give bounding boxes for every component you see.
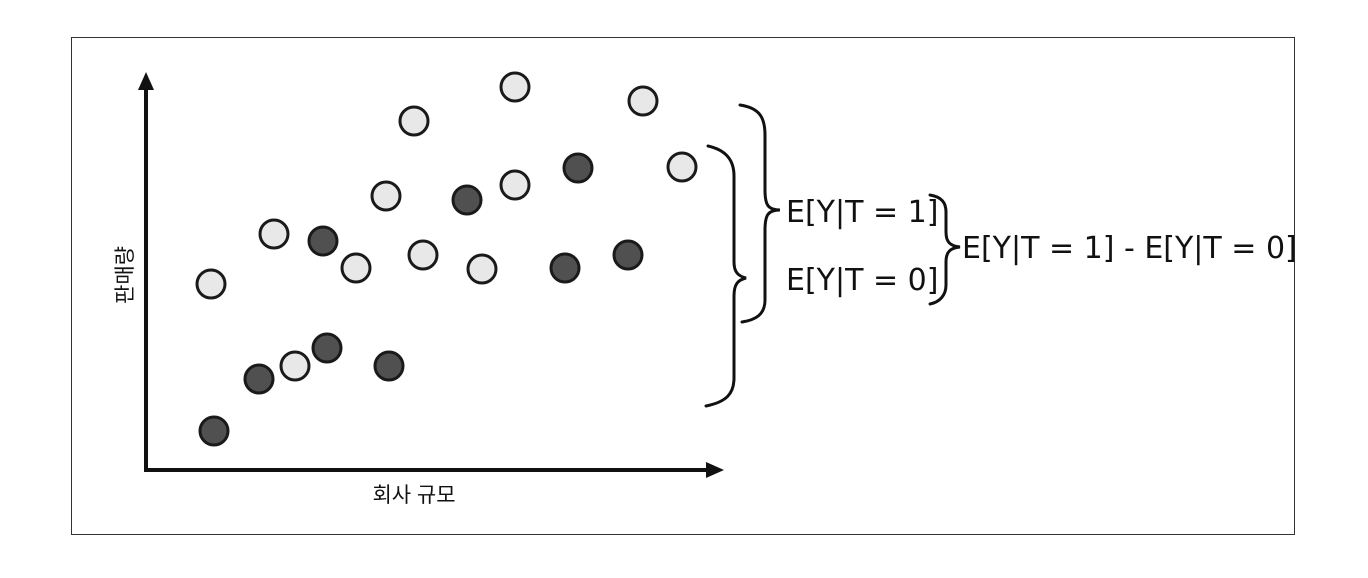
point-treated	[499, 71, 531, 103]
point-treated	[258, 218, 290, 250]
y-axis-arrow-icon	[138, 72, 154, 90]
point-untreated	[612, 239, 644, 271]
y-axis-label: 판매량	[114, 246, 137, 304]
point-treated	[195, 268, 227, 300]
annotation-difference: E[Y|T = 1] - E[Y|T = 0]	[962, 231, 1297, 266]
point-untreated	[243, 363, 275, 395]
data-points	[195, 71, 698, 447]
point-treated	[279, 350, 311, 382]
point-treated	[627, 85, 659, 117]
point-untreated	[311, 332, 343, 364]
point-treated	[499, 169, 531, 201]
point-treated	[398, 105, 430, 137]
point-treated	[340, 252, 372, 284]
brace-untreated-range	[704, 144, 747, 408]
annotation-expectation-untreated: E[Y|T = 0]	[786, 263, 938, 298]
x-axis-label: 회사 규모	[372, 484, 455, 507]
axes	[138, 72, 724, 478]
point-untreated	[373, 350, 405, 382]
point-treated	[666, 151, 698, 183]
point-untreated	[307, 225, 339, 257]
brace-difference	[928, 193, 961, 306]
brace-treated-range	[738, 103, 781, 324]
point-treated	[466, 253, 498, 285]
point-untreated	[198, 415, 230, 447]
point-untreated	[549, 252, 581, 284]
braces	[704, 103, 961, 408]
point-untreated	[562, 152, 594, 184]
point-treated	[407, 239, 439, 271]
figure-frame	[71, 37, 1295, 535]
x-axis-arrow-icon	[706, 462, 724, 478]
point-untreated	[451, 184, 483, 216]
annotation-expectation-treated: E[Y|T = 1]	[786, 195, 938, 230]
point-treated	[370, 180, 402, 212]
